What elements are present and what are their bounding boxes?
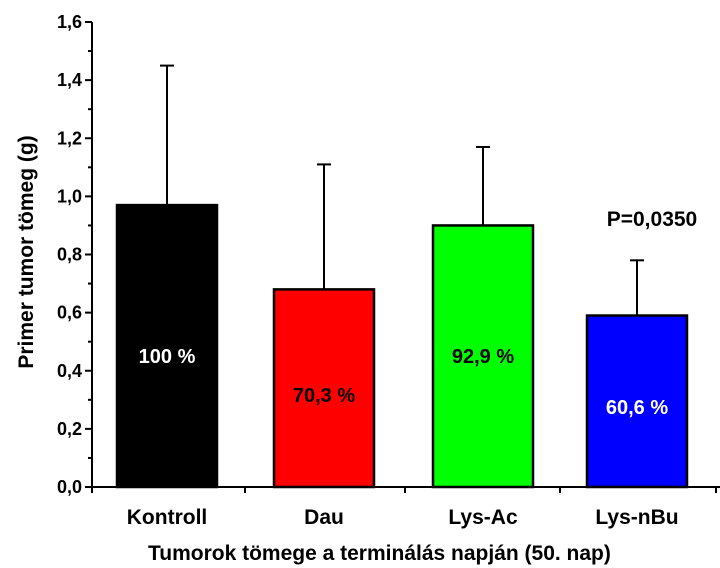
- bar-dau: [272, 288, 376, 489]
- p-value-annotation: P=0,0350: [607, 208, 698, 231]
- category-labels: Kontroll Dau Lys-Ac Lys-nBu: [127, 506, 679, 529]
- category-label: Dau: [304, 506, 344, 529]
- bar-kontroll: [115, 203, 219, 489]
- category-label: Kontroll: [127, 506, 207, 529]
- y-ticks: 0,0 0,2 0,4 0,6 0,8 1,0 1,2 1,4 1,6: [57, 12, 92, 497]
- bar-value-label: 100 %: [139, 346, 196, 368]
- y-tick-label: 1,2: [57, 128, 82, 148]
- y-tick-label: 0,0: [57, 477, 82, 497]
- y-tick-label: 1,6: [57, 12, 82, 32]
- bar-labels: 100 % 70,3 % 92,9 % 60,6 %: [139, 346, 669, 419]
- bar-lys-ac: [431, 224, 535, 489]
- y-tick-label: 0,8: [57, 245, 82, 265]
- y-tick-label: 1,4: [57, 70, 82, 90]
- bar-value-label: 70,3 %: [293, 385, 355, 407]
- bar-lys-nbu: [585, 314, 689, 489]
- error-bars: [160, 64, 644, 316]
- y-axis-title: Primer tumor tömeg (g): [15, 135, 38, 368]
- y-tick-label: 0,6: [57, 303, 82, 323]
- bar-value-label: 92,9 %: [452, 346, 514, 368]
- bar-value-label: 60,6 %: [606, 397, 668, 419]
- x-axis-title: Tumorok tömege a terminálás napján (50. …: [148, 542, 611, 565]
- y-tick-label: 0,2: [57, 419, 82, 439]
- bars: [115, 203, 689, 489]
- y-tick-label: 0,4: [57, 361, 82, 381]
- category-label: Lys-Ac: [448, 506, 518, 529]
- y-tick-label: 1,0: [57, 186, 82, 206]
- category-label: Lys-nBu: [595, 506, 678, 529]
